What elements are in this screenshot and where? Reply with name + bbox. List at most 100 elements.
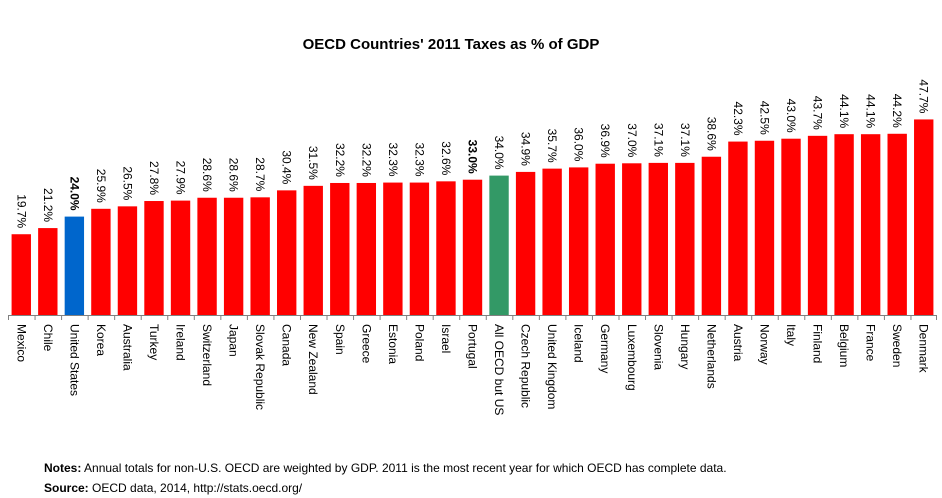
category-label-estonia: Estonia	[386, 324, 400, 364]
category-label-france: France	[864, 324, 878, 362]
value-label-iceland: 36.0%	[572, 127, 586, 161]
bar-denmark	[914, 119, 934, 316]
category-label-czech-republic: Czech Republic	[519, 324, 533, 408]
value-label-united-states: 24.0%	[67, 177, 81, 211]
category-label-finland: Finland	[811, 324, 825, 363]
bar-estonia	[383, 182, 403, 315]
bar-luxembourg	[622, 163, 642, 315]
chart-title: OECD Countries' 2011 Taxes as % of GDP	[303, 36, 600, 53]
notes-label: Notes:	[44, 461, 82, 475]
value-label-austria: 42.3%	[731, 102, 745, 136]
category-label-australia: Australia	[120, 324, 134, 371]
value-label-luxembourg: 37.0%	[625, 123, 639, 157]
bar-france	[860, 134, 881, 315]
category-label-germany: Germany	[598, 324, 612, 373]
bar-austria	[728, 141, 748, 315]
footnotes: Notes: Annual totals for non-U.S. OECD a…	[44, 458, 727, 498]
value-label-ireland: 27.9%	[174, 161, 188, 195]
category-label-italy: Italy	[784, 324, 798, 346]
bar-czech-republic	[515, 171, 536, 315]
bar-turkey	[144, 201, 164, 315]
category-label-israel: Israel	[439, 324, 453, 353]
value-label-czech-republic: 34.9%	[519, 132, 533, 166]
value-label-israel: 32.6%	[439, 141, 453, 175]
value-label-slovak-republic: 28.7%	[253, 157, 267, 191]
bar-portugal	[462, 179, 483, 315]
bar-ireland	[170, 200, 191, 315]
value-label-mexico: 19.7%	[14, 194, 28, 228]
bar-greece	[356, 182, 377, 315]
bar-all-oecd-but-us	[489, 175, 509, 315]
category-label-new-zealand: New Zealand	[306, 324, 320, 395]
value-label-all-oecd-but-us: 34.0%	[492, 136, 506, 170]
category-label-netherlands: Netherlands	[704, 324, 718, 389]
category-label-greece: Greece	[359, 324, 373, 364]
category-label-belgium: Belgium	[837, 324, 851, 367]
category-label-japan: Japan	[227, 324, 241, 357]
category-label-austria: Austria	[731, 324, 745, 362]
value-label-denmark: 47.7%	[917, 79, 931, 113]
bar-new-zealand	[303, 185, 323, 315]
bar-slovenia	[648, 162, 668, 315]
bar-united-states	[64, 216, 85, 315]
category-label-portugal: Portugal	[466, 324, 480, 369]
bar-slovak-republic	[250, 197, 270, 315]
bar-sweden	[887, 133, 907, 315]
category-label-slovenia: Slovenia	[651, 324, 665, 370]
bar-chile	[38, 228, 58, 315]
bar-finland	[807, 135, 828, 315]
value-label-slovenia: 37.1%	[651, 123, 665, 157]
category-label-turkey: Turkey	[147, 324, 161, 360]
value-label-france: 44.1%	[864, 94, 878, 128]
category-labels-layer: Mexico Chile United States Korea Australia Tu…	[14, 324, 930, 415]
bar-switzerland	[197, 197, 217, 315]
category-label-chile: Chile	[41, 324, 55, 352]
bar-iceland	[568, 167, 589, 315]
bar-japan	[223, 197, 244, 315]
notes-line: Notes: Annual totals for non-U.S. OECD a…	[44, 458, 727, 478]
value-label-portugal: 33.0%	[466, 140, 480, 174]
category-label-spain: Spain	[333, 324, 347, 355]
value-label-finland: 43.7%	[811, 96, 825, 130]
value-label-turkey: 27.8%	[147, 161, 161, 195]
value-label-poland: 32.3%	[412, 143, 426, 177]
value-label-united-kingdom: 35.7%	[545, 129, 559, 163]
bar-italy	[781, 138, 801, 315]
value-label-australia: 26.5%	[120, 166, 134, 200]
category-label-slovak-republic: Slovak Republic	[253, 324, 267, 410]
bar-germany	[595, 163, 615, 315]
category-label-united-kingdom: United Kingdom	[545, 324, 559, 409]
value-label-korea: 25.9%	[94, 169, 108, 203]
category-label-united-states: United States	[67, 324, 81, 396]
value-labels-layer: 19.7% 21.2% 24.0% 25.9% 26.5% 27.8% 27.9% 28.6%…	[14, 79, 930, 228]
source-text: OECD data, 2014, http://stats.oecd.org/	[88, 481, 303, 495]
bar-australia	[117, 206, 138, 315]
value-label-italy: 43.0%	[784, 99, 798, 133]
value-label-norway: 42.5%	[757, 101, 771, 135]
value-label-netherlands: 38.6%	[704, 117, 718, 151]
x-axis	[8, 315, 937, 320]
bars-layer	[11, 119, 934, 316]
category-label-mexico: Mexico	[14, 324, 28, 362]
category-label-korea: Korea	[94, 324, 108, 356]
category-label-iceland: Iceland	[572, 324, 586, 363]
value-label-germany: 36.9%	[598, 124, 612, 158]
value-label-hungary: 37.1%	[678, 123, 692, 157]
bar-israel	[436, 181, 456, 315]
value-label-canada: 30.4%	[280, 150, 294, 184]
value-label-sweden: 44.2%	[890, 94, 904, 128]
category-label-canada: Canada	[280, 324, 294, 366]
bar-canada	[277, 190, 297, 315]
bar-belgium	[834, 134, 854, 315]
category-label-switzerland: Switzerland	[200, 324, 214, 386]
bar-hungary	[675, 162, 695, 315]
value-label-new-zealand: 31.5%	[306, 146, 320, 180]
category-label-ireland: Ireland	[174, 324, 188, 361]
bar-united-kingdom	[542, 168, 562, 315]
category-label-hungary: Hungary	[678, 324, 692, 369]
bar-mexico	[11, 234, 31, 315]
source-line: Source: OECD data, 2014, http://stats.oe…	[44, 478, 727, 498]
bar-korea	[91, 208, 111, 315]
category-label-all-oecd-but-us: All OECD but US	[492, 324, 506, 415]
